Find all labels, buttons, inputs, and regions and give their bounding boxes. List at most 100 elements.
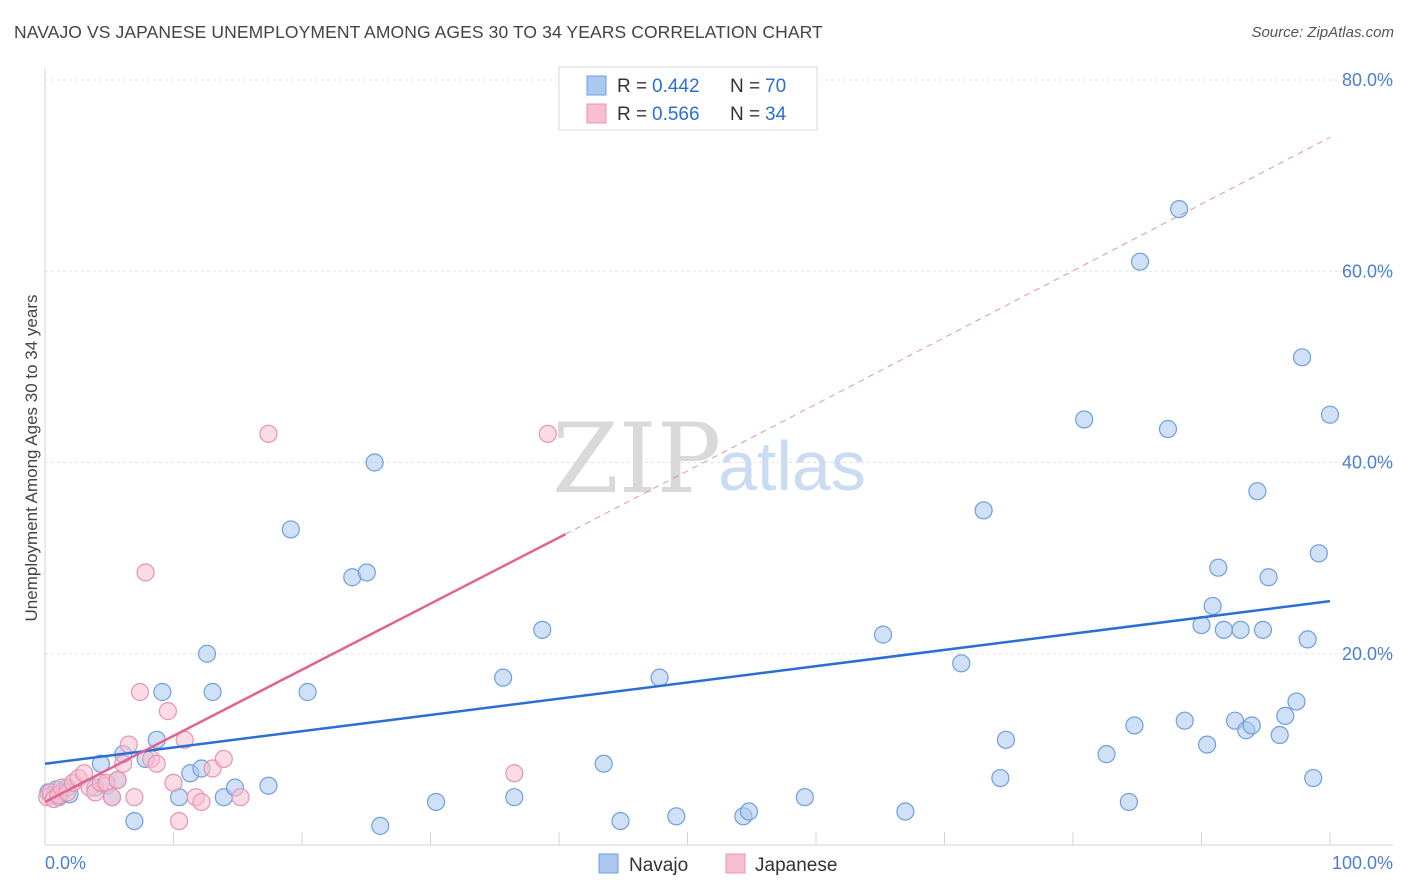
data-point — [259, 776, 278, 795]
bottom-legend-navajo-label: Navajo — [629, 855, 688, 876]
axes — [44, 68, 1393, 846]
data-point — [1292, 348, 1312, 367]
data-point — [667, 807, 686, 826]
y-tick-label: 80.0% — [1342, 70, 1393, 90]
data-point — [611, 811, 630, 831]
data-point — [505, 788, 524, 807]
data-point — [1197, 735, 1217, 754]
legend-navajo-swatch — [586, 75, 607, 96]
data-point — [1175, 711, 1194, 730]
data-point — [533, 620, 552, 639]
y-tick-labels: 20.0% 40.0% 60.0% 80.0% — [1342, 70, 1393, 664]
bottom-legend-japanese-swatch — [725, 853, 746, 874]
legend-japanese-r-label: R = — [617, 104, 647, 125]
data-point — [996, 730, 1016, 749]
x-tick-label: 0.0% — [45, 853, 86, 873]
data-point — [795, 788, 814, 807]
watermark-zip: ZIP — [552, 403, 721, 515]
data-point — [650, 668, 669, 687]
data-point — [147, 754, 166, 773]
trend-lines — [44, 136, 1331, 804]
data-point — [873, 625, 893, 644]
data-point — [365, 453, 384, 472]
data-point — [259, 424, 278, 443]
data-point — [214, 749, 233, 769]
y-axis-title: Unemployment Among Ages 30 to 34 years — [22, 295, 41, 622]
data-point — [991, 768, 1010, 788]
data-point — [1320, 405, 1340, 424]
data-point — [1158, 419, 1178, 439]
data-point — [125, 811, 144, 831]
data-point — [896, 802, 915, 821]
legend-japanese-n-label: N = — [730, 104, 760, 125]
data-point — [1075, 410, 1094, 429]
watermark-atlas: atlas — [718, 427, 866, 505]
data-point — [1231, 620, 1250, 639]
data-point — [102, 788, 122, 807]
data-point — [1276, 706, 1295, 726]
legend-navajo-r-value: 0.442 — [652, 76, 700, 97]
legend-japanese-n-value: 34 — [765, 104, 787, 125]
chart-title: NAVAJO VS JAPANESE UNEMPLOYMENT AMONG AG… — [14, 22, 823, 42]
y-tick-label: 20.0% — [1342, 644, 1393, 664]
watermark: ZIP atlas — [552, 403, 866, 515]
data-point — [1214, 620, 1233, 639]
data-point — [125, 788, 144, 807]
legend-navajo-n-value: 70 — [765, 76, 786, 97]
data-point — [1304, 768, 1323, 788]
source-label: Source: ZipAtlas.com — [1251, 24, 1394, 41]
data-point — [1298, 630, 1317, 649]
japanese-points — [38, 424, 557, 831]
data-point — [231, 788, 250, 807]
bottom-legend-japanese-label: Japanese — [755, 855, 837, 876]
data-point — [281, 520, 300, 539]
data-point — [357, 563, 376, 582]
legend-navajo-r-label: R = — [617, 76, 647, 97]
data-point — [1259, 568, 1278, 587]
data-point — [136, 563, 155, 582]
bottom-legend-navajo-swatch — [598, 853, 619, 874]
y-tick-label: 40.0% — [1342, 453, 1393, 473]
navajo-points — [39, 199, 1340, 835]
legend-japanese-r-value: 0.566 — [652, 104, 700, 125]
data-point — [153, 682, 172, 702]
data-point — [594, 754, 613, 773]
data-point — [371, 816, 390, 835]
data-point — [538, 424, 557, 443]
data-point — [119, 735, 138, 754]
japanese-trend-line — [44, 533, 566, 804]
data-point — [739, 802, 759, 821]
data-point — [1248, 482, 1267, 501]
data-point — [426, 792, 446, 812]
data-point — [1309, 544, 1328, 563]
navajo-trend-line — [44, 599, 1331, 765]
data-point — [192, 792, 211, 812]
data-point — [505, 764, 524, 783]
legend-japanese-swatch — [586, 103, 607, 124]
data-point — [108, 770, 127, 790]
data-point — [1097, 745, 1116, 764]
japanese-trend-extension — [565, 136, 1331, 535]
y-tick-label: 60.0% — [1342, 261, 1393, 281]
data-point — [1270, 725, 1289, 745]
x-tick-label: 100.0% — [1332, 853, 1393, 873]
data-point — [1253, 620, 1273, 639]
bottom-legend: Navajo Japanese — [598, 853, 837, 876]
data-point — [1119, 792, 1138, 812]
data-point — [1209, 558, 1228, 577]
data-point — [203, 682, 222, 702]
data-point — [952, 654, 971, 673]
data-point — [197, 644, 217, 663]
data-point — [974, 501, 993, 520]
data-point — [1170, 199, 1189, 219]
data-point — [130, 682, 150, 702]
data-point — [494, 668, 513, 687]
legend-navajo-n-label: N = — [730, 76, 760, 97]
data-point — [169, 811, 189, 831]
data-point — [1287, 692, 1306, 711]
grid-lines — [45, 79, 1393, 655]
data-point — [158, 702, 178, 721]
data-point — [1125, 716, 1144, 735]
data-point — [298, 682, 317, 702]
